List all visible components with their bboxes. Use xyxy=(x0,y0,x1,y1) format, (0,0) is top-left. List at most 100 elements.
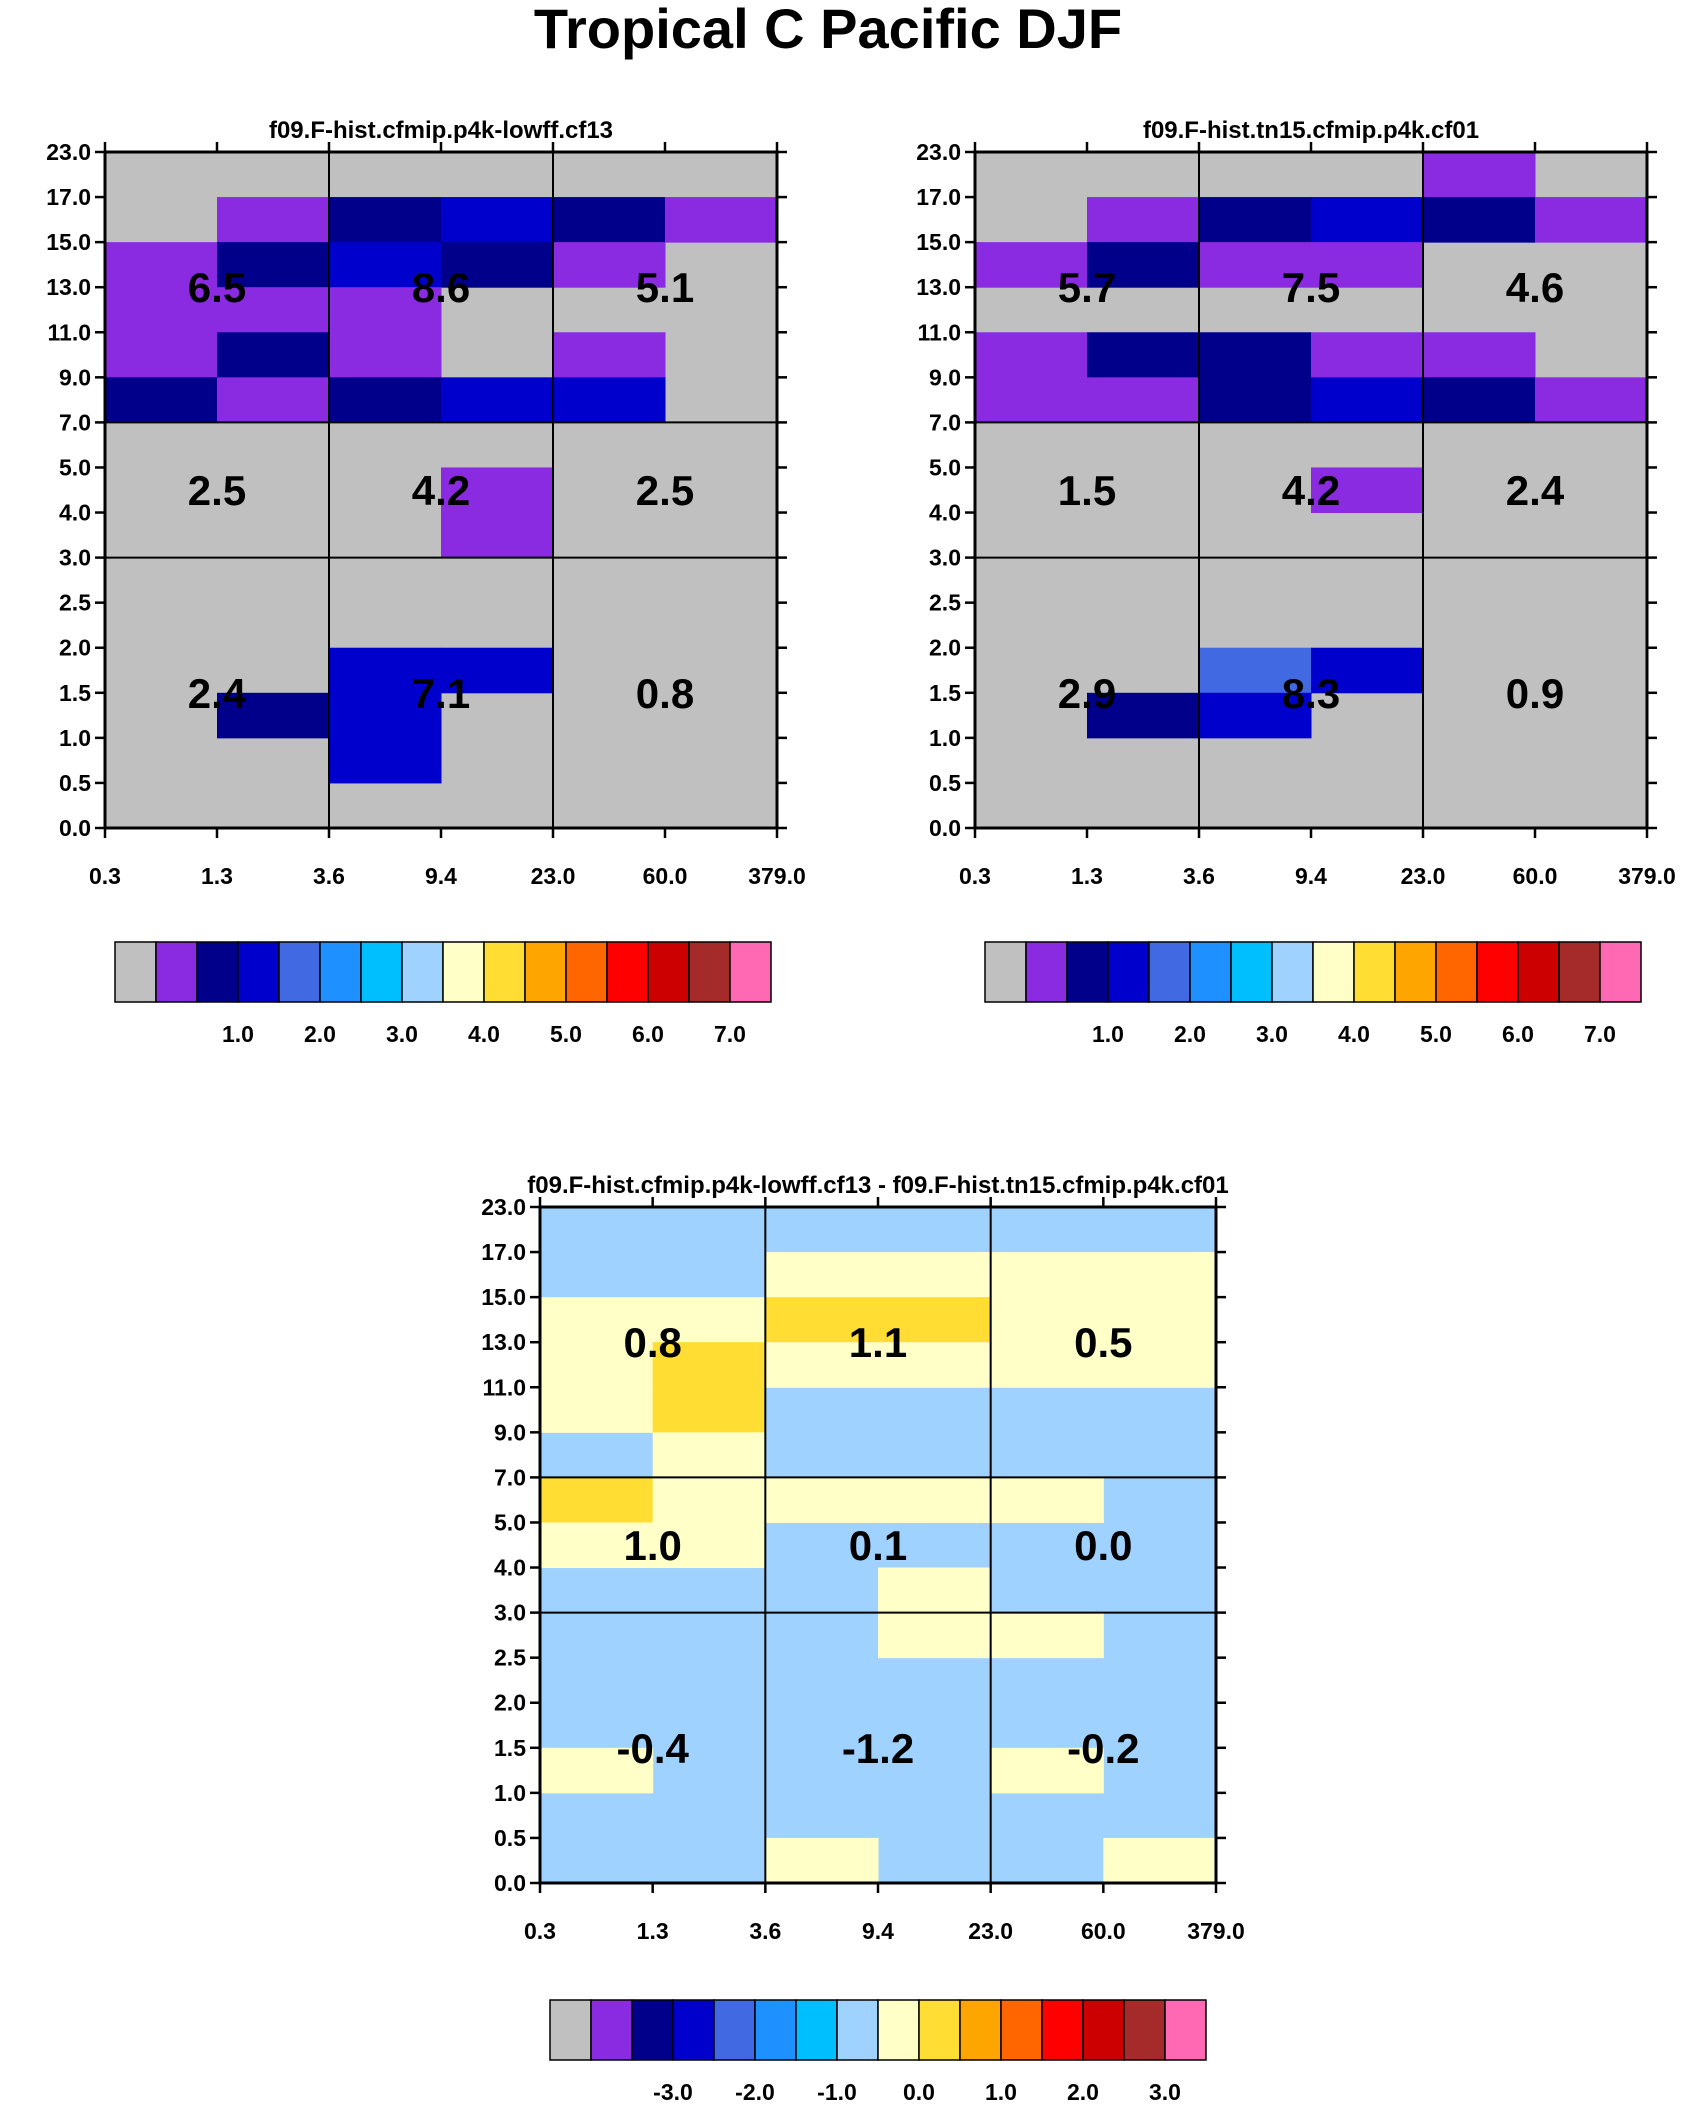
heatmap-cell xyxy=(441,512,554,559)
box-value-label: -0.2 xyxy=(1067,1725,1139,1772)
colorbar-swatch xyxy=(918,1999,961,2061)
y-tick-label: 13.0 xyxy=(46,274,91,300)
heatmap-cell xyxy=(665,197,778,243)
heatmap-cell xyxy=(765,1342,879,1388)
heatmap-cell xyxy=(1423,197,1536,243)
y-tick-label: 5.0 xyxy=(59,454,91,480)
y-tick-label: 0.5 xyxy=(59,770,91,796)
heatmap-cell xyxy=(1103,1252,1217,1298)
box-value-label: 1.1 xyxy=(849,1319,907,1366)
y-tick-label: 1.5 xyxy=(494,1735,526,1761)
heatmap-cell xyxy=(1087,692,1200,739)
colorbar-swatch xyxy=(1558,941,1601,1003)
chart-panel-3: f09.F-hist.cfmip.p4k-lowff.cf13 - f09.F-… xyxy=(481,1172,1245,2105)
x-tick-label: 0.3 xyxy=(89,863,121,889)
y-tick-label: 2.0 xyxy=(494,1690,526,1716)
box-value-label: 8.6 xyxy=(412,264,470,311)
heatmap-cell xyxy=(540,1522,654,1569)
y-tick-label: 9.0 xyxy=(59,364,91,390)
colorbar-label: 1.0 xyxy=(985,2079,1017,2105)
y-tick-label: 0.0 xyxy=(929,815,961,841)
y-tick-label: 2.0 xyxy=(929,635,961,661)
y-tick-label: 23.0 xyxy=(481,1194,526,1220)
y-tick-label: 0.5 xyxy=(494,1825,526,1851)
heatmap-cell xyxy=(1311,377,1424,423)
heatmap-cell xyxy=(329,647,442,694)
figure-title: Tropical C Pacific DJF xyxy=(534,0,1122,60)
panel-title: f09.F-hist.cfmip.p4k-lowff.cf13 xyxy=(269,117,613,144)
heatmap-cell xyxy=(1199,242,1312,288)
heatmap-cell xyxy=(1199,377,1312,423)
x-tick-label: 1.3 xyxy=(1071,863,1103,889)
box-value-label: 0.8 xyxy=(636,670,694,717)
box-value-label: 7.1 xyxy=(412,670,470,717)
y-tick-label: 2.5 xyxy=(59,590,91,616)
heatmap-cell xyxy=(652,1342,766,1388)
box-value-label: 8.3 xyxy=(1282,670,1340,717)
x-tick-label: 23.0 xyxy=(531,863,576,889)
colorbar-swatch xyxy=(647,941,690,1003)
colorbar-swatch xyxy=(114,941,157,1003)
colorbar-swatch xyxy=(1025,941,1068,1003)
heatmap-cell xyxy=(329,692,442,739)
box-value-label: 4.6 xyxy=(1506,264,1564,311)
heatmap-cell xyxy=(1535,377,1648,423)
colorbar-label: 2.0 xyxy=(1174,1021,1206,1047)
y-tick-label: 23.0 xyxy=(46,139,91,165)
heatmap-cell xyxy=(553,332,666,378)
heatmap-cell xyxy=(1311,467,1424,514)
heatmap-cell xyxy=(975,377,1088,423)
y-tick-label: 13.0 xyxy=(916,274,961,300)
colorbar-swatch xyxy=(1164,1999,1207,2061)
colorbar-label: 0.0 xyxy=(903,2079,935,2105)
heatmap-cell xyxy=(441,377,554,423)
heatmap-cell xyxy=(540,1747,654,1794)
heatmap-cell xyxy=(441,647,554,694)
heatmap-cell xyxy=(1311,647,1424,694)
colorbar-label: 3.0 xyxy=(1256,1021,1288,1047)
heatmap-cell xyxy=(441,242,554,288)
heatmap-cell xyxy=(105,287,218,333)
y-tick-label: 3.0 xyxy=(494,1600,526,1626)
colorbar-swatch xyxy=(1082,1999,1125,2061)
colorbar-swatch xyxy=(524,941,567,1003)
heatmap-cell xyxy=(329,287,442,333)
colorbar-swatch xyxy=(565,941,608,1003)
x-tick-label: 60.0 xyxy=(643,863,688,889)
heatmap-cell xyxy=(217,197,330,243)
box-value-label: 5.7 xyxy=(1058,264,1116,311)
colorbar-label: -2.0 xyxy=(735,2079,775,2105)
heatmap-cell xyxy=(765,1252,879,1298)
x-tick-label: 0.3 xyxy=(524,1918,556,1944)
heatmap-cell xyxy=(105,377,218,423)
y-tick-label: 9.0 xyxy=(494,1419,526,1445)
heatmap-cell xyxy=(553,242,666,288)
heatmap-cell xyxy=(990,1612,1104,1659)
colorbar-swatch xyxy=(754,1999,797,2061)
y-tick-label: 15.0 xyxy=(46,229,91,255)
x-tick-label: 3.6 xyxy=(749,1918,781,1944)
x-tick-label: 60.0 xyxy=(1081,1918,1126,1944)
x-tick-label: 9.4 xyxy=(862,1918,894,1944)
colorbar-swatch xyxy=(1107,941,1150,1003)
colorbar: -3.0 -2.0 -1.0 0.0 1.0 2.0 3.0 xyxy=(549,1999,1207,2105)
y-tick-label: 11.0 xyxy=(918,319,962,345)
colorbar-label: 5.0 xyxy=(550,1021,582,1047)
heatmap-cell xyxy=(1423,377,1536,423)
x-tick-label: 0.3 xyxy=(959,863,991,889)
y-tick-label: 1.0 xyxy=(494,1780,526,1806)
x-tick-label: 1.3 xyxy=(637,1918,669,1944)
heatmap-cell xyxy=(217,332,330,378)
colorbar-swatch xyxy=(237,941,280,1003)
y-tick-label: 1.0 xyxy=(59,725,91,751)
heatmap-cell xyxy=(652,1432,766,1478)
colorbar-swatch xyxy=(1517,941,1560,1003)
heatmap-cell xyxy=(217,692,330,739)
colorbar-label: 2.0 xyxy=(1067,2079,1099,2105)
colorbar-swatch xyxy=(155,941,198,1003)
box-value-label: 0.9 xyxy=(1506,670,1564,717)
heatmap-cell xyxy=(1087,377,1200,423)
heatmap-cell xyxy=(765,1477,879,1523)
heatmap-cell xyxy=(990,1297,1104,1343)
